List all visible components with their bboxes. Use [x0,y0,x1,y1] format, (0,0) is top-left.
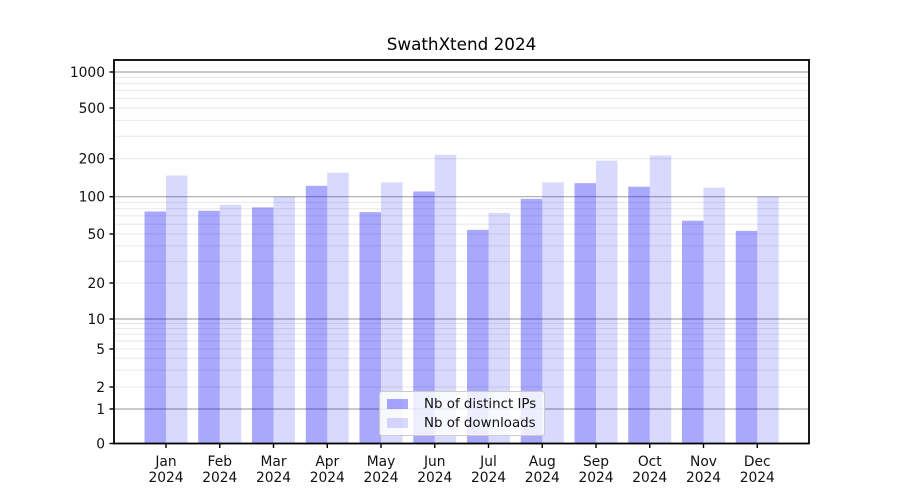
legend-swatch-downloads [387,418,408,428]
x-tick-label-month: May [367,454,396,470]
x-tick-label-month: Oct [638,454,662,470]
bar-distinct-ips-mar [252,207,274,444]
x-tick-label-year: 2024 [148,470,183,486]
bar-downloads-oct [649,155,672,444]
y-tick-label: 5 [96,342,105,358]
x-tick-label-month: Sep [583,454,609,470]
y-tick-label: 20 [87,276,105,292]
bar-downloads-mar [273,196,295,444]
x-tick-label-month: Apr [315,454,339,470]
chart-title: SwathXtend 2024 [386,34,537,54]
x-tick-label-year: 2024 [417,470,452,486]
bar-distinct-ips-sep [574,183,596,444]
bar-distinct-ips-jan [144,211,166,444]
y-tick-label: 2 [96,380,105,396]
y-tick-label: 200 [79,152,105,168]
bar-downloads-jun [434,154,457,444]
x-tick-label-year: 2024 [578,470,613,486]
legend-label-downloads: Nb of downloads [424,415,536,431]
bar-downloads-dec [757,196,779,444]
x-tick-label-month: Nov [690,454,717,470]
x-tick-label-year: 2024 [363,470,398,486]
x-tick-label-month: Jul [479,454,497,470]
x-tick-label-year: 2024 [686,470,721,486]
y-tick-label: 0 [96,436,105,452]
bar-distinct-ips-feb [198,210,220,444]
x-tick-label-year: 2024 [202,470,237,486]
y-tick-label: 1000 [70,65,105,81]
bar-downloads-jan [166,175,188,444]
bar-distinct-ips-jun [413,191,435,444]
x-tick-label-month: Jun [423,454,446,470]
legend-label-distinct-ips: Nb of distinct IPs [424,396,537,412]
bar-distinct-ips-aug [520,198,543,444]
x-tick-label-year: 2024 [310,470,345,486]
x-tick-label-year: 2024 [471,470,506,486]
legend-swatch-distinct-ips [387,399,408,409]
y-tick-label: 1 [96,402,105,418]
x-tick-label-year: 2024 [632,470,667,486]
x-tick-label-month: Jan [154,454,176,470]
bar-downloads-feb [219,204,242,444]
bar-distinct-ips-nov [682,220,704,444]
y-tick-label: 500 [79,101,105,117]
legend-item-distinct-ips: Nb of distinct IPs [387,396,544,412]
bar-distinct-ips-may [359,212,381,444]
bar-downloads-aug [542,182,564,444]
bar-downloads-sep [596,160,618,444]
x-tick-label-month: Dec [744,454,771,470]
x-tick-label-month: Aug [529,454,556,470]
x-tick-label-year: 2024 [525,470,560,486]
y-tick-label: 100 [79,190,105,206]
legend-item-downloads: Nb of downloads [387,415,544,431]
bar-downloads-nov [703,187,725,444]
bar-downloads-jul [488,212,510,444]
legend: Nb of distinct IPs Nb of downloads [379,391,545,436]
y-tick-label: 50 [87,227,105,243]
plot-border [113,59,810,445]
bar-distinct-ips-apr [305,185,328,444]
bar-distinct-ips-oct [628,186,650,444]
x-tick-label-year: 2024 [740,470,775,486]
x-tick-label-month: Mar [260,454,286,470]
bar-distinct-ips-jul [467,229,489,444]
x-tick-label-year: 2024 [256,470,291,486]
x-tick-label-month: Feb [208,454,232,470]
bar-downloads-apr [327,172,349,444]
bar-distinct-ips-dec [735,230,758,444]
y-tick-label: 10 [87,312,105,328]
bar-downloads-may [381,182,403,444]
